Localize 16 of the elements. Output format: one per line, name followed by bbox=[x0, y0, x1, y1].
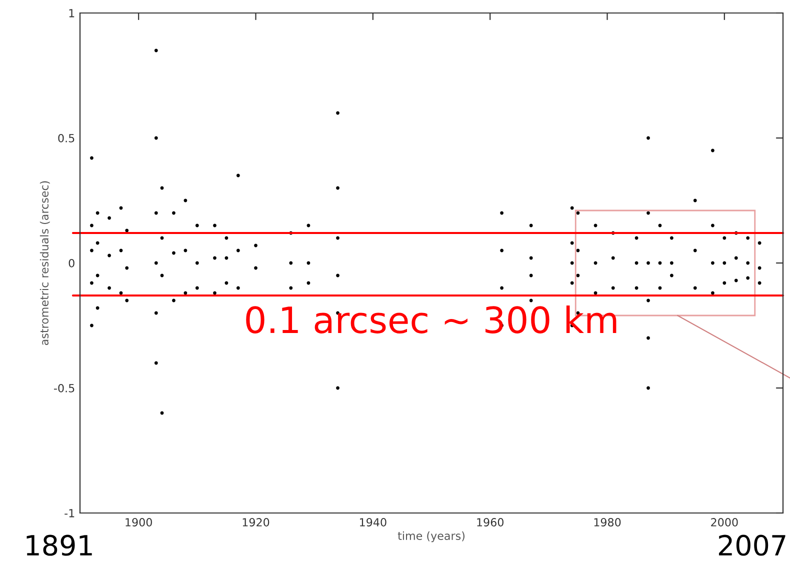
x-tick-label: 1960 bbox=[477, 518, 504, 526]
x-tick-label: 1920 bbox=[242, 518, 270, 526]
x-tick-label: 1940 bbox=[360, 518, 386, 526]
x-tick-label: 1980 bbox=[594, 518, 621, 526]
x-tick-label: 1900 bbox=[126, 518, 152, 526]
y-tick-label: -1 bbox=[64, 509, 74, 518]
x-tick-label: 2000 bbox=[711, 518, 738, 526]
text: 2007 bbox=[718, 534, 786, 556]
y-tick-label: -0.5 bbox=[54, 384, 74, 392]
y-tick-label: 0.5 bbox=[58, 134, 74, 142]
x-axis-title: time (years) bbox=[398, 531, 464, 542]
text: 1891 bbox=[26, 534, 92, 556]
y-axis-title: astrometric residuals (arcsec) bbox=[40, 181, 50, 346]
y-tick-label: 1 bbox=[69, 9, 74, 18]
y-tick-label: 0 bbox=[68, 258, 74, 268]
ref-line-label: 0.1 arcsec ~ 300 km bbox=[246, 306, 616, 334]
